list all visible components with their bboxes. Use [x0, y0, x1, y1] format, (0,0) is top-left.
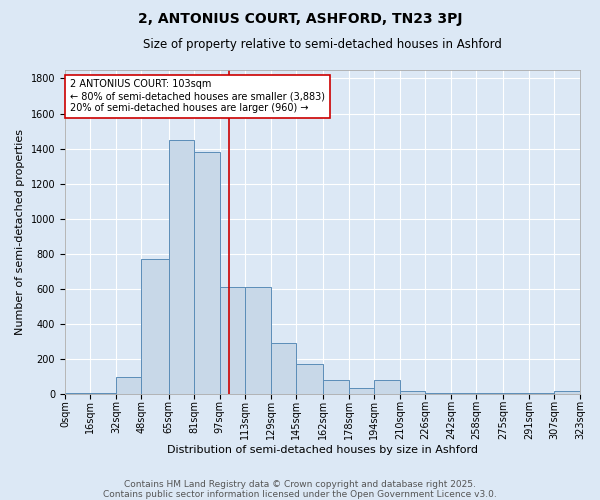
Bar [349, 388, 374, 394]
Bar [503, 393, 529, 394]
Bar [323, 380, 349, 394]
Bar [194, 152, 220, 394]
Bar [245, 287, 271, 394]
Bar [116, 377, 142, 394]
Bar [529, 393, 554, 394]
Text: Contains public sector information licensed under the Open Government Licence v3: Contains public sector information licen… [103, 490, 497, 499]
Bar [91, 393, 116, 394]
Bar [374, 380, 400, 394]
Bar [400, 391, 425, 394]
Bar [451, 393, 476, 394]
Bar [296, 364, 323, 394]
Bar [425, 393, 451, 394]
Text: Contains HM Land Registry data © Crown copyright and database right 2025.: Contains HM Land Registry data © Crown c… [124, 480, 476, 489]
Bar [142, 259, 169, 394]
Bar [554, 391, 580, 394]
Bar [65, 393, 91, 394]
X-axis label: Distribution of semi-detached houses by size in Ashford: Distribution of semi-detached houses by … [167, 445, 478, 455]
Bar [271, 343, 296, 394]
Text: 2, ANTONIUS COURT, ASHFORD, TN23 3PJ: 2, ANTONIUS COURT, ASHFORD, TN23 3PJ [138, 12, 462, 26]
Bar [476, 393, 503, 394]
Text: 2 ANTONIUS COURT: 103sqm
← 80% of semi-detached houses are smaller (3,883)
20% o: 2 ANTONIUS COURT: 103sqm ← 80% of semi-d… [70, 80, 325, 112]
Bar [220, 287, 245, 394]
Y-axis label: Number of semi-detached properties: Number of semi-detached properties [15, 128, 25, 334]
Title: Size of property relative to semi-detached houses in Ashford: Size of property relative to semi-detach… [143, 38, 502, 51]
Bar [169, 140, 194, 394]
